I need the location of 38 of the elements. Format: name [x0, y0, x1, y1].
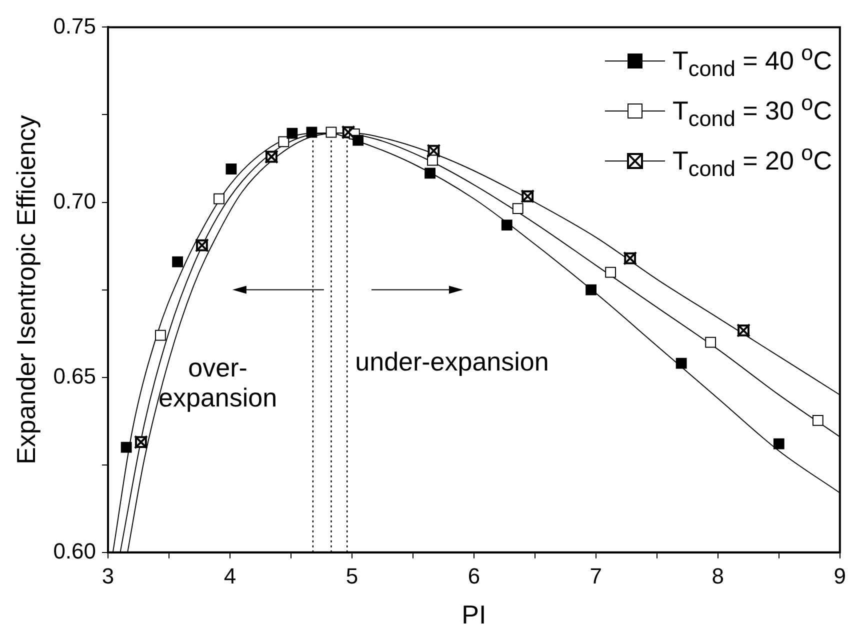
point: [326, 126, 337, 138]
point: [773, 438, 784, 450]
y-tick-label: 0.60: [53, 538, 96, 564]
point: [306, 126, 318, 138]
point: [120, 442, 132, 453]
y-tick-label: 0.75: [53, 13, 96, 38]
point: [676, 358, 687, 369]
point: [352, 134, 364, 146]
point: [586, 284, 596, 296]
point: [424, 168, 436, 179]
point: [226, 164, 237, 174]
legend-label: T$_{cond}$ = 30 $^{o}$C: [672, 90, 832, 132]
x-tick-label: 3: [102, 564, 114, 589]
legend-label: T$_{cond}$ = 20 $^{o}$C: [672, 140, 832, 182]
x-axis-title: PI: [462, 600, 486, 630]
legend-label: T$_{cond}$ = 40 $^{o}$C: [672, 40, 832, 82]
point: [286, 128, 298, 139]
point: [501, 220, 512, 230]
annotation: over- expansion: [158, 352, 278, 413]
x-tick-label: 8: [712, 564, 724, 589]
point: [605, 266, 616, 278]
point: [427, 154, 438, 166]
y-axis-title: Expander Isentropic Efficiency: [10, 115, 41, 464]
point: [214, 193, 224, 204]
point: [172, 256, 183, 268]
y-tick-label: 0.65: [53, 363, 96, 388]
x-tick-label: 7: [590, 564, 602, 589]
x-tick-label: 4: [224, 564, 236, 589]
point: [512, 203, 524, 214]
point: [155, 330, 166, 341]
annotation: under-expansion: [355, 346, 549, 376]
point: [705, 336, 716, 348]
y-tick-label: 0.70: [53, 188, 96, 214]
x-tick-label: 6: [468, 564, 480, 589]
point: [812, 414, 824, 426]
x-tick-label: 5: [346, 564, 358, 589]
point: [278, 136, 290, 148]
x-tick-label: 9: [834, 564, 846, 589]
